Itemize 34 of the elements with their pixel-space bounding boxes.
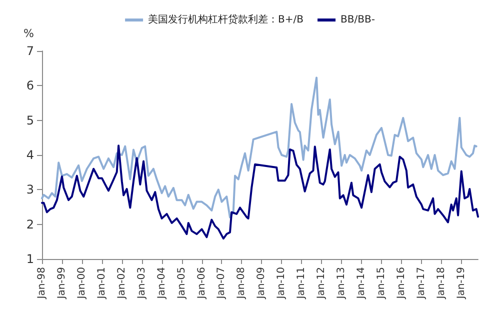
x-tick-label: Jan-13: [336, 267, 348, 300]
y-tick-label: 2: [26, 217, 34, 232]
x-tick-label: Jan-98: [36, 267, 48, 300]
legend-label: BB/BB-: [340, 14, 376, 26]
legend-label: 美国发行机构杠杆贷款利差：B+/B: [148, 14, 304, 26]
x-tick-label: Jan-06: [196, 267, 208, 300]
x-tick-label: Jan-02: [116, 267, 128, 300]
x-tick-label: Jan-12: [316, 267, 328, 300]
line-series: [41, 76, 478, 218]
y-tick-label: 4: [26, 148, 34, 162]
x-tick-label: Jan-01: [96, 267, 108, 300]
x-tick-label: Jan-99: [56, 267, 68, 300]
y-tick-label: 7: [26, 44, 34, 58]
x-tick-label: Jan-18: [436, 267, 447, 300]
x-tick-label: Jan-15: [376, 267, 387, 300]
y-tick-label: 5: [26, 113, 34, 128]
x-tick-label: Jan-05: [176, 267, 188, 300]
x-tick-label: Jan-00: [76, 267, 88, 300]
x-tick-label: Jan-17: [416, 267, 427, 300]
x-tick-label: Jan-08: [236, 267, 248, 300]
x-tick-label: Jan-14: [356, 267, 368, 300]
x-tick-label: Jan-09: [256, 267, 268, 300]
x-tick-label: Jan-04: [156, 267, 168, 300]
y-tick-label: 6: [26, 78, 34, 93]
line-series: [41, 144, 479, 240]
x-tick-label: Jan-03: [136, 267, 148, 300]
y-axis-title: %: [24, 27, 34, 40]
x-tick-label: Jan-11: [296, 267, 308, 300]
y-tick-label: 1: [26, 252, 34, 266]
x-tick-label: Jan-07: [216, 267, 228, 300]
y-tick-label: 3: [26, 182, 34, 197]
x-tick-label: Jan-19: [456, 267, 467, 300]
x-tick-label: Jan-10: [276, 267, 288, 300]
x-tick-label: Jan-16: [396, 267, 407, 300]
